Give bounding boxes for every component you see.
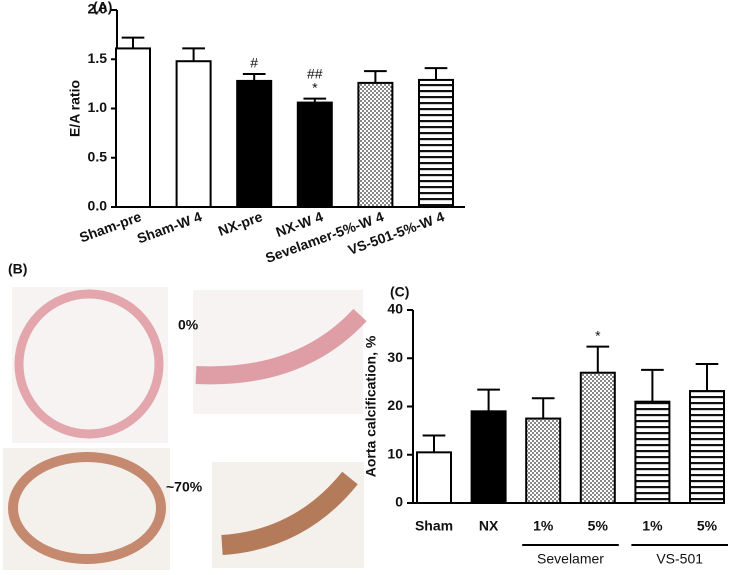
histology-panel: (B) 0% ~70%	[3, 261, 367, 570]
y-tick-label: 0.5	[88, 148, 108, 164]
group-label: Sevelamer	[537, 551, 604, 567]
x-tick-label: Sham-pre	[77, 208, 143, 245]
panel-label: (C)	[390, 284, 409, 300]
micrograph	[3, 448, 170, 570]
bar	[236, 79, 273, 208]
significance-mark: #	[250, 55, 258, 71]
image-label: 0%	[178, 317, 199, 333]
bar	[634, 400, 671, 504]
image-label: ~70%	[166, 479, 203, 495]
bar	[689, 390, 725, 504]
y-tick-label: 1.5	[88, 50, 108, 66]
y-tick-label: 0	[395, 494, 403, 510]
x-tick-label: Sham-W 4	[135, 208, 204, 246]
bar	[579, 371, 616, 504]
y-tick-label: 30	[387, 349, 403, 365]
significance-mark: *	[595, 327, 601, 343]
x-tick-label: Sham	[415, 518, 453, 534]
bar	[357, 81, 394, 208]
y-tick-label: 0.0	[88, 198, 108, 214]
y-tick-label: 10	[387, 445, 403, 461]
bar	[416, 451, 452, 504]
vessel-ring	[14, 289, 164, 439]
vessel-wall	[195, 308, 367, 385]
y-axis-label: Aorta calcification, %	[363, 335, 379, 477]
vessel-wall	[221, 471, 358, 555]
y-tick-label: 40	[387, 301, 403, 317]
y-tick-label: 20	[387, 397, 403, 413]
x-tick-label: 1%	[642, 518, 663, 534]
x-tick-label: 5%	[697, 518, 718, 534]
vessel-ring	[8, 452, 166, 564]
bar	[175, 60, 212, 208]
x-tick-label: 1%	[533, 518, 554, 534]
significance-mark: ##	[307, 65, 323, 81]
y-tick-label: 2.0	[88, 1, 108, 17]
x-tick-label: NX-pre	[216, 208, 265, 239]
group-label: VS-501	[656, 551, 703, 567]
panel-label: (A)	[93, 0, 112, 15]
micrograph	[12, 287, 168, 443]
x-tick-label: 5%	[588, 518, 609, 534]
bar	[470, 410, 507, 505]
micrograph	[193, 290, 363, 414]
bar	[525, 417, 562, 504]
y-axis-label: E/A ratio	[67, 80, 83, 137]
bar	[296, 101, 333, 208]
y-tick-label: 1.0	[88, 99, 108, 115]
significance-mark: *	[312, 79, 318, 95]
bar	[418, 78, 454, 208]
panel-label: (B)	[8, 261, 27, 277]
x-tick-label: NX	[479, 518, 499, 534]
bar	[115, 47, 151, 209]
